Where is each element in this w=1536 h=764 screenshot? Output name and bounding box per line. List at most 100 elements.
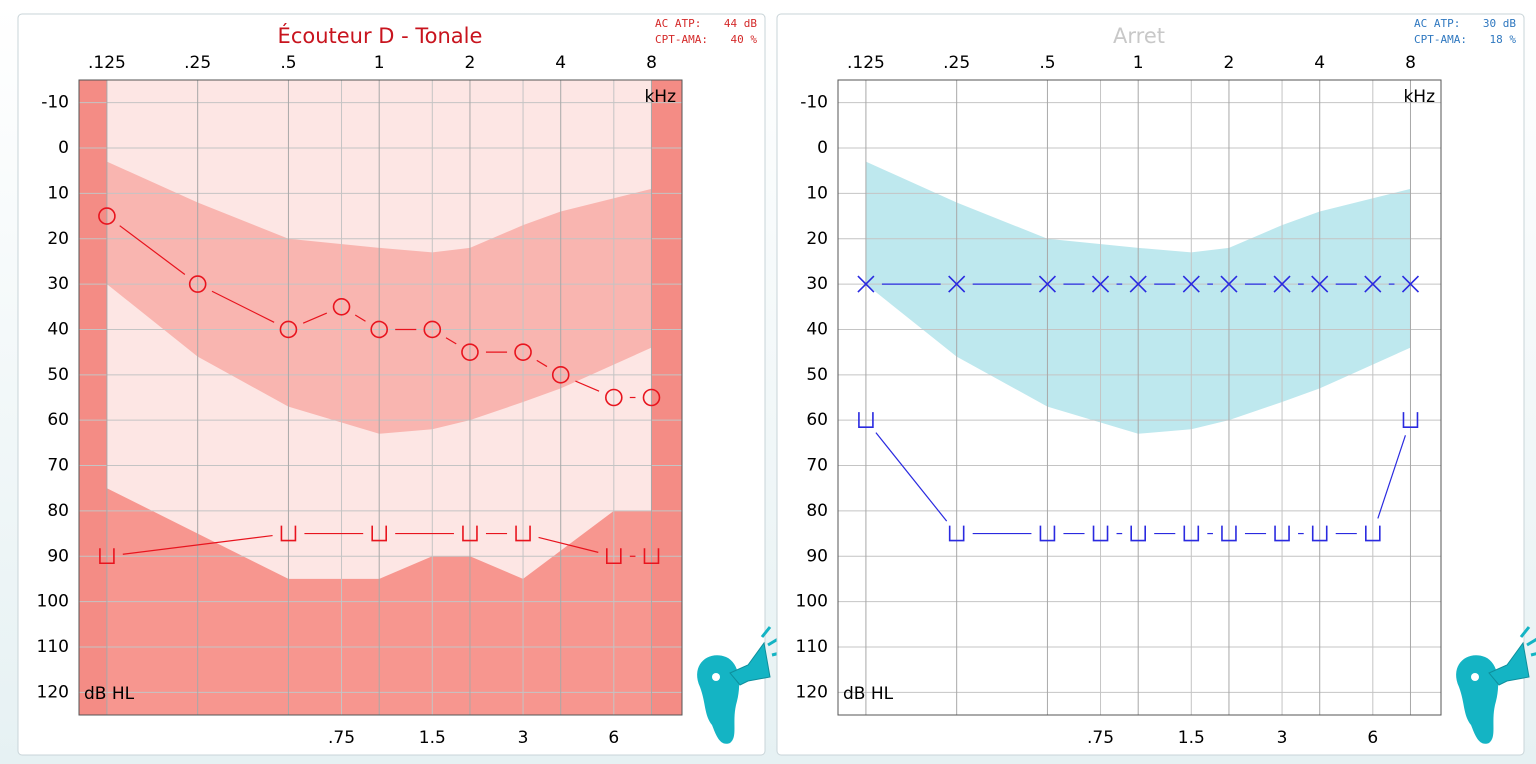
- x-tick-label: 1: [1133, 53, 1144, 73]
- x-tick-label: .75: [1087, 728, 1114, 748]
- mascot-body: [697, 655, 740, 744]
- x-tick-label: 1: [374, 53, 385, 73]
- chart-title: Arret: [1113, 24, 1165, 48]
- series-line: [211, 290, 275, 323]
- marker-bracket: [1183, 525, 1200, 542]
- y-tick-label: 90: [806, 546, 828, 566]
- y-tick-label: -10: [800, 93, 828, 113]
- x-tick-label: 8: [646, 53, 657, 73]
- x-tick-label: 2: [1224, 53, 1235, 73]
- marker-cross: [1182, 275, 1200, 293]
- annotation-value: 40 %: [731, 33, 758, 46]
- y-tick-label: 20: [806, 229, 828, 249]
- x-tick-label: .25: [943, 53, 970, 73]
- marker-cross: [1401, 275, 1420, 293]
- x-tick-label: 3: [518, 728, 529, 748]
- marker-bracket: [1039, 525, 1056, 542]
- series-line: [445, 337, 457, 345]
- x-tick-label: 3: [1277, 728, 1288, 748]
- mascot-eye: [1471, 673, 1479, 681]
- x-tick-label: .25: [184, 53, 211, 73]
- y-tick-label: -10: [41, 93, 69, 113]
- marker-circle: [370, 320, 388, 339]
- marker-cross: [857, 275, 875, 293]
- y-tick-label: 80: [806, 501, 828, 521]
- y-tick-label: 80: [47, 501, 69, 521]
- marker-cross: [1091, 275, 1110, 293]
- y-tick-label: 60: [47, 410, 69, 430]
- annotation-value: 18 %: [1490, 33, 1517, 46]
- series-line: [122, 534, 273, 555]
- y-tick-label: 100: [796, 592, 828, 612]
- marker-bracket: [1311, 525, 1328, 542]
- x-unit-label: kHz: [1403, 87, 1435, 107]
- marker-bracket: [371, 525, 387, 542]
- y-tick-label: 120: [796, 682, 828, 702]
- x-tick-label: 1.5: [1178, 728, 1205, 748]
- annotation-label: CPT-AMA:: [1414, 33, 1467, 46]
- marker-bracket: [99, 548, 115, 565]
- outside-range: [651, 80, 682, 715]
- x-tick-label: .125: [88, 53, 126, 73]
- y-tick-label: 120: [37, 682, 69, 702]
- x-tick-label: 6: [1367, 728, 1378, 748]
- marker-cross: [1129, 275, 1147, 293]
- marker-circle: [279, 320, 298, 339]
- series-line: [119, 225, 186, 275]
- marker-circle: [551, 366, 570, 384]
- y-unit-label: dB HL: [843, 684, 894, 704]
- y-tick-label: 40: [806, 319, 828, 339]
- marker-circle: [98, 207, 116, 225]
- x-tick-label: 1.5: [419, 728, 446, 748]
- annotation-label: AC ATP:: [1414, 17, 1460, 30]
- y-tick-label: 10: [47, 183, 69, 203]
- mascot-megaphone: [729, 641, 771, 686]
- marker-bracket: [1402, 412, 1419, 428]
- x-tick-label: 8: [1405, 53, 1416, 73]
- x-tick-label: .125: [847, 53, 885, 73]
- annotation-value: 44 dB: [724, 17, 757, 30]
- marker-circle: [332, 297, 351, 316]
- marker-bracket: [1274, 525, 1290, 542]
- mascot-megaphone: [1488, 641, 1530, 686]
- x-tick-label: .75: [328, 728, 355, 748]
- marker-cross: [1220, 275, 1238, 293]
- series-line: [302, 312, 328, 324]
- marker-bracket: [948, 525, 965, 542]
- y-tick-label: 70: [47, 456, 69, 476]
- y-tick-label: 30: [806, 274, 828, 294]
- marker-cross: [948, 275, 966, 293]
- plot-border: [837, 79, 1442, 716]
- marker-bracket: [1130, 525, 1146, 542]
- x-tick-label: 4: [1314, 53, 1325, 73]
- mascot-body: [1456, 655, 1499, 744]
- x-tick-label: 2: [465, 53, 476, 73]
- y-tick-label: 50: [806, 365, 828, 385]
- marker-cross: [1273, 275, 1291, 293]
- series-line: [536, 359, 548, 368]
- marker-bracket: [462, 525, 478, 542]
- y-tick-label: 40: [47, 319, 69, 339]
- mascot-sound: [1519, 626, 1536, 657]
- y-tick-label: 110: [796, 637, 828, 657]
- annotation-label: CPT-AMA:: [655, 33, 708, 46]
- marker-cross: [1364, 275, 1382, 293]
- series-line: [875, 432, 948, 522]
- y-tick-label: 60: [806, 410, 828, 430]
- marker-cross: [1311, 275, 1329, 293]
- y-tick-label: 110: [37, 637, 69, 657]
- y-tick-label: 0: [58, 138, 69, 158]
- y-tick-label: 30: [47, 274, 69, 294]
- marker-circle: [642, 388, 661, 407]
- marker-bracket: [1221, 525, 1237, 542]
- marker-circle: [461, 343, 479, 361]
- marker-bracket: [1092, 525, 1109, 542]
- annotation-label: AC ATP:: [655, 17, 701, 30]
- audiogram-panel: -10 0 10 20 30 40 50 60 70 80 90 100 110 120 .125 .25 .5…: [776, 13, 1536, 756]
- annotation-value: 30 dB: [1483, 17, 1516, 30]
- mascot-icon: [697, 626, 781, 744]
- series-line: [1377, 435, 1407, 519]
- marker-circle: [514, 343, 532, 361]
- series-line: [354, 314, 366, 322]
